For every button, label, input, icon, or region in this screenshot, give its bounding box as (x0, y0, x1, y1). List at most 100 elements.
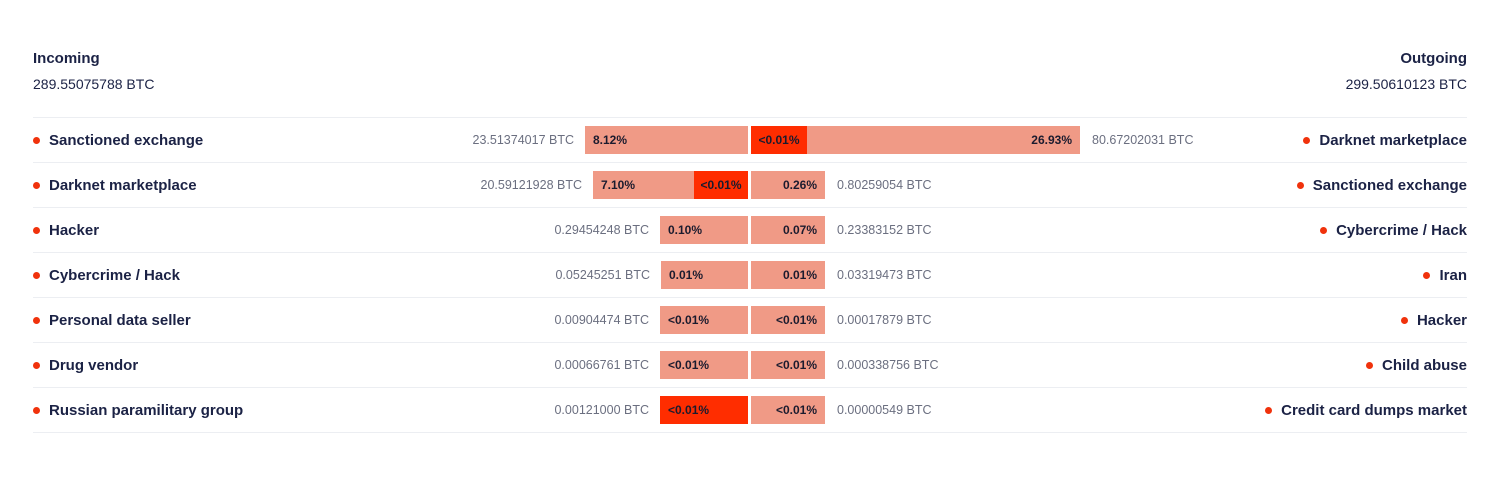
incoming-amount: 0.29454248 BTC (554, 223, 649, 237)
incoming-bar (660, 351, 748, 379)
outgoing-percent: <0.01% (775, 358, 817, 372)
category-dot-icon (33, 136, 40, 144)
incoming-bar (660, 216, 748, 244)
outgoing-category-label: Sanctioned exchange (1312, 176, 1467, 194)
outgoing-percent: <0.01% (775, 313, 817, 327)
outgoing-category-label: Darknet marketplace (1319, 131, 1467, 149)
incoming-category-label: Russian paramilitary group (49, 401, 244, 419)
category-dot-icon (33, 226, 40, 234)
incoming-amount: 20.59121928 BTC (480, 178, 582, 192)
outgoing-percent: 26.93% (1031, 133, 1072, 147)
table-row[interactable]: Darknet marketplace 20.59121928 BTC 7.10% <… (33, 162, 1467, 207)
outgoing-category[interactable]: Credit card dumps market (1265, 388, 1467, 432)
category-dot-icon (33, 361, 40, 369)
category-dot-icon (1296, 181, 1304, 189)
outgoing-title: Outgoing (1400, 50, 1467, 67)
incoming-category[interactable]: Sanctioned exchange (33, 118, 203, 162)
incoming-category-label: Hacker (49, 221, 100, 239)
category-dot-icon (33, 271, 40, 279)
outgoing-percent: <0.01% (775, 403, 817, 417)
outgoing-category-label: Hacker (1416, 311, 1467, 329)
incoming-bar (585, 126, 748, 154)
table-row[interactable]: Cybercrime / Hack 0.05245251 BTC 0.01% 0.01… (33, 252, 1467, 297)
category-dot-icon (1265, 406, 1273, 414)
outgoing-highlight-percent: <0.01% (758, 133, 800, 147)
incoming-category-label: Drug vendor (49, 356, 139, 374)
category-dot-icon (33, 316, 40, 324)
incoming-total: 289.55075788 BTC (33, 76, 155, 92)
outgoing-category[interactable]: Child abuse (1365, 343, 1467, 387)
incoming-category-label: Personal data seller (49, 311, 191, 329)
incoming-amount: 23.51374017 BTC (472, 133, 574, 147)
outgoing-category[interactable]: Darknet marketplace (1303, 118, 1467, 162)
incoming-percent: <0.01% (668, 403, 710, 417)
outgoing-category-label: Cybercrime / Hack (1336, 221, 1467, 239)
outgoing-header: Outgoing 299.50610123 BTC (1346, 50, 1467, 93)
incoming-header: Incoming 289.55075788 BTC (33, 50, 154, 93)
incoming-category[interactable]: Drug vendor (33, 343, 138, 387)
outgoing-bar-highlight (751, 126, 807, 154)
outgoing-bar (751, 351, 825, 379)
incoming-bar-highlight (660, 396, 748, 424)
incoming-percent: 0.10% (668, 223, 703, 237)
incoming-amount: 0.00066761 BTC (554, 358, 649, 372)
incoming-amount: 0.05245251 BTC (555, 268, 650, 282)
incoming-percent: <0.01% (668, 313, 710, 327)
outgoing-category[interactable]: Iran (1423, 253, 1467, 297)
category-dot-icon (1423, 271, 1431, 279)
outgoing-amount: 0.23383152 BTC (837, 223, 932, 237)
incoming-category[interactable]: Hacker (33, 208, 99, 252)
outgoing-bar (751, 216, 825, 244)
incoming-category[interactable]: Personal data seller (33, 298, 191, 342)
table-row[interactable]: Hacker 0.29454248 BTC 0.10% 0.07% 0.23383152… (33, 207, 1467, 252)
outgoing-bar (751, 306, 825, 334)
category-dot-icon (1365, 361, 1373, 369)
outgoing-percent: 0.07% (782, 223, 817, 237)
outgoing-amount: 80.67202031 BTC (1092, 133, 1194, 147)
incoming-bar (660, 306, 748, 334)
outgoing-percent: 0.26% (782, 178, 817, 192)
category-dot-icon (33, 406, 40, 414)
outgoing-amount: 0.80259054 BTC (837, 178, 932, 192)
incoming-percent: <0.01% (668, 358, 710, 372)
category-dot-icon (33, 181, 40, 189)
outgoing-total: 299.50610123 BTC (1345, 76, 1467, 92)
outgoing-category[interactable]: Cybercrime / Hack (1320, 208, 1467, 252)
table-row[interactable]: Drug vendor 0.00066761 BTC <0.01% <0.01% 0.0… (33, 342, 1467, 387)
outgoing-bar (751, 171, 825, 199)
category-dot-icon (1400, 316, 1408, 324)
incoming-percent: 0.01% (669, 268, 704, 282)
incoming-title: Incoming (33, 50, 100, 67)
incoming-bar (661, 261, 748, 289)
outgoing-amount: 0.03319473 BTC (837, 268, 932, 282)
category-dot-icon (1320, 226, 1328, 234)
outgoing-amount: 0.00017879 BTC (837, 313, 932, 327)
outgoing-bar (751, 396, 825, 424)
table-row[interactable]: Sanctioned exchange 23.51374017 BTC 8.12% <… (33, 117, 1467, 162)
incoming-percent: 7.10% (601, 178, 636, 192)
category-dot-icon (1303, 136, 1311, 144)
incoming-category[interactable]: Russian paramilitary group (33, 388, 243, 432)
incoming-percent: 8.12% (593, 133, 628, 147)
incoming-highlight-percent: <0.01% (700, 178, 742, 192)
outgoing-bar (751, 261, 825, 289)
outgoing-category[interactable]: Hacker (1400, 298, 1467, 342)
incoming-amount: 0.00904474 BTC (554, 313, 649, 327)
outgoing-percent: 0.01% (782, 268, 817, 282)
outgoing-category[interactable]: Sanctioned exchange (1296, 163, 1467, 207)
incoming-category-label: Cybercrime / Hack (49, 266, 180, 284)
incoming-category-label: Sanctioned exchange (49, 131, 204, 149)
exposure-rows: Sanctioned exchange 23.51374017 BTC 8.12% <… (33, 117, 1467, 433)
outgoing-category-label: Iran (1439, 266, 1467, 284)
incoming-category[interactable]: Darknet marketplace (33, 163, 197, 207)
table-row[interactable]: Russian paramilitary group 0.00121000 BTC… (33, 387, 1467, 433)
outgoing-amount: 0.000338756 BTC (837, 358, 939, 372)
outgoing-amount: 0.00000549 BTC (837, 403, 932, 417)
incoming-amount: 0.00121000 BTC (554, 403, 649, 417)
incoming-category-label: Darknet marketplace (49, 176, 197, 194)
outgoing-category-label: Child abuse (1381, 356, 1467, 374)
incoming-category[interactable]: Cybercrime / Hack (33, 253, 180, 297)
table-row[interactable]: Personal data seller 0.00904474 BTC <0.01%… (33, 297, 1467, 342)
incoming-bar-highlight (694, 171, 748, 199)
